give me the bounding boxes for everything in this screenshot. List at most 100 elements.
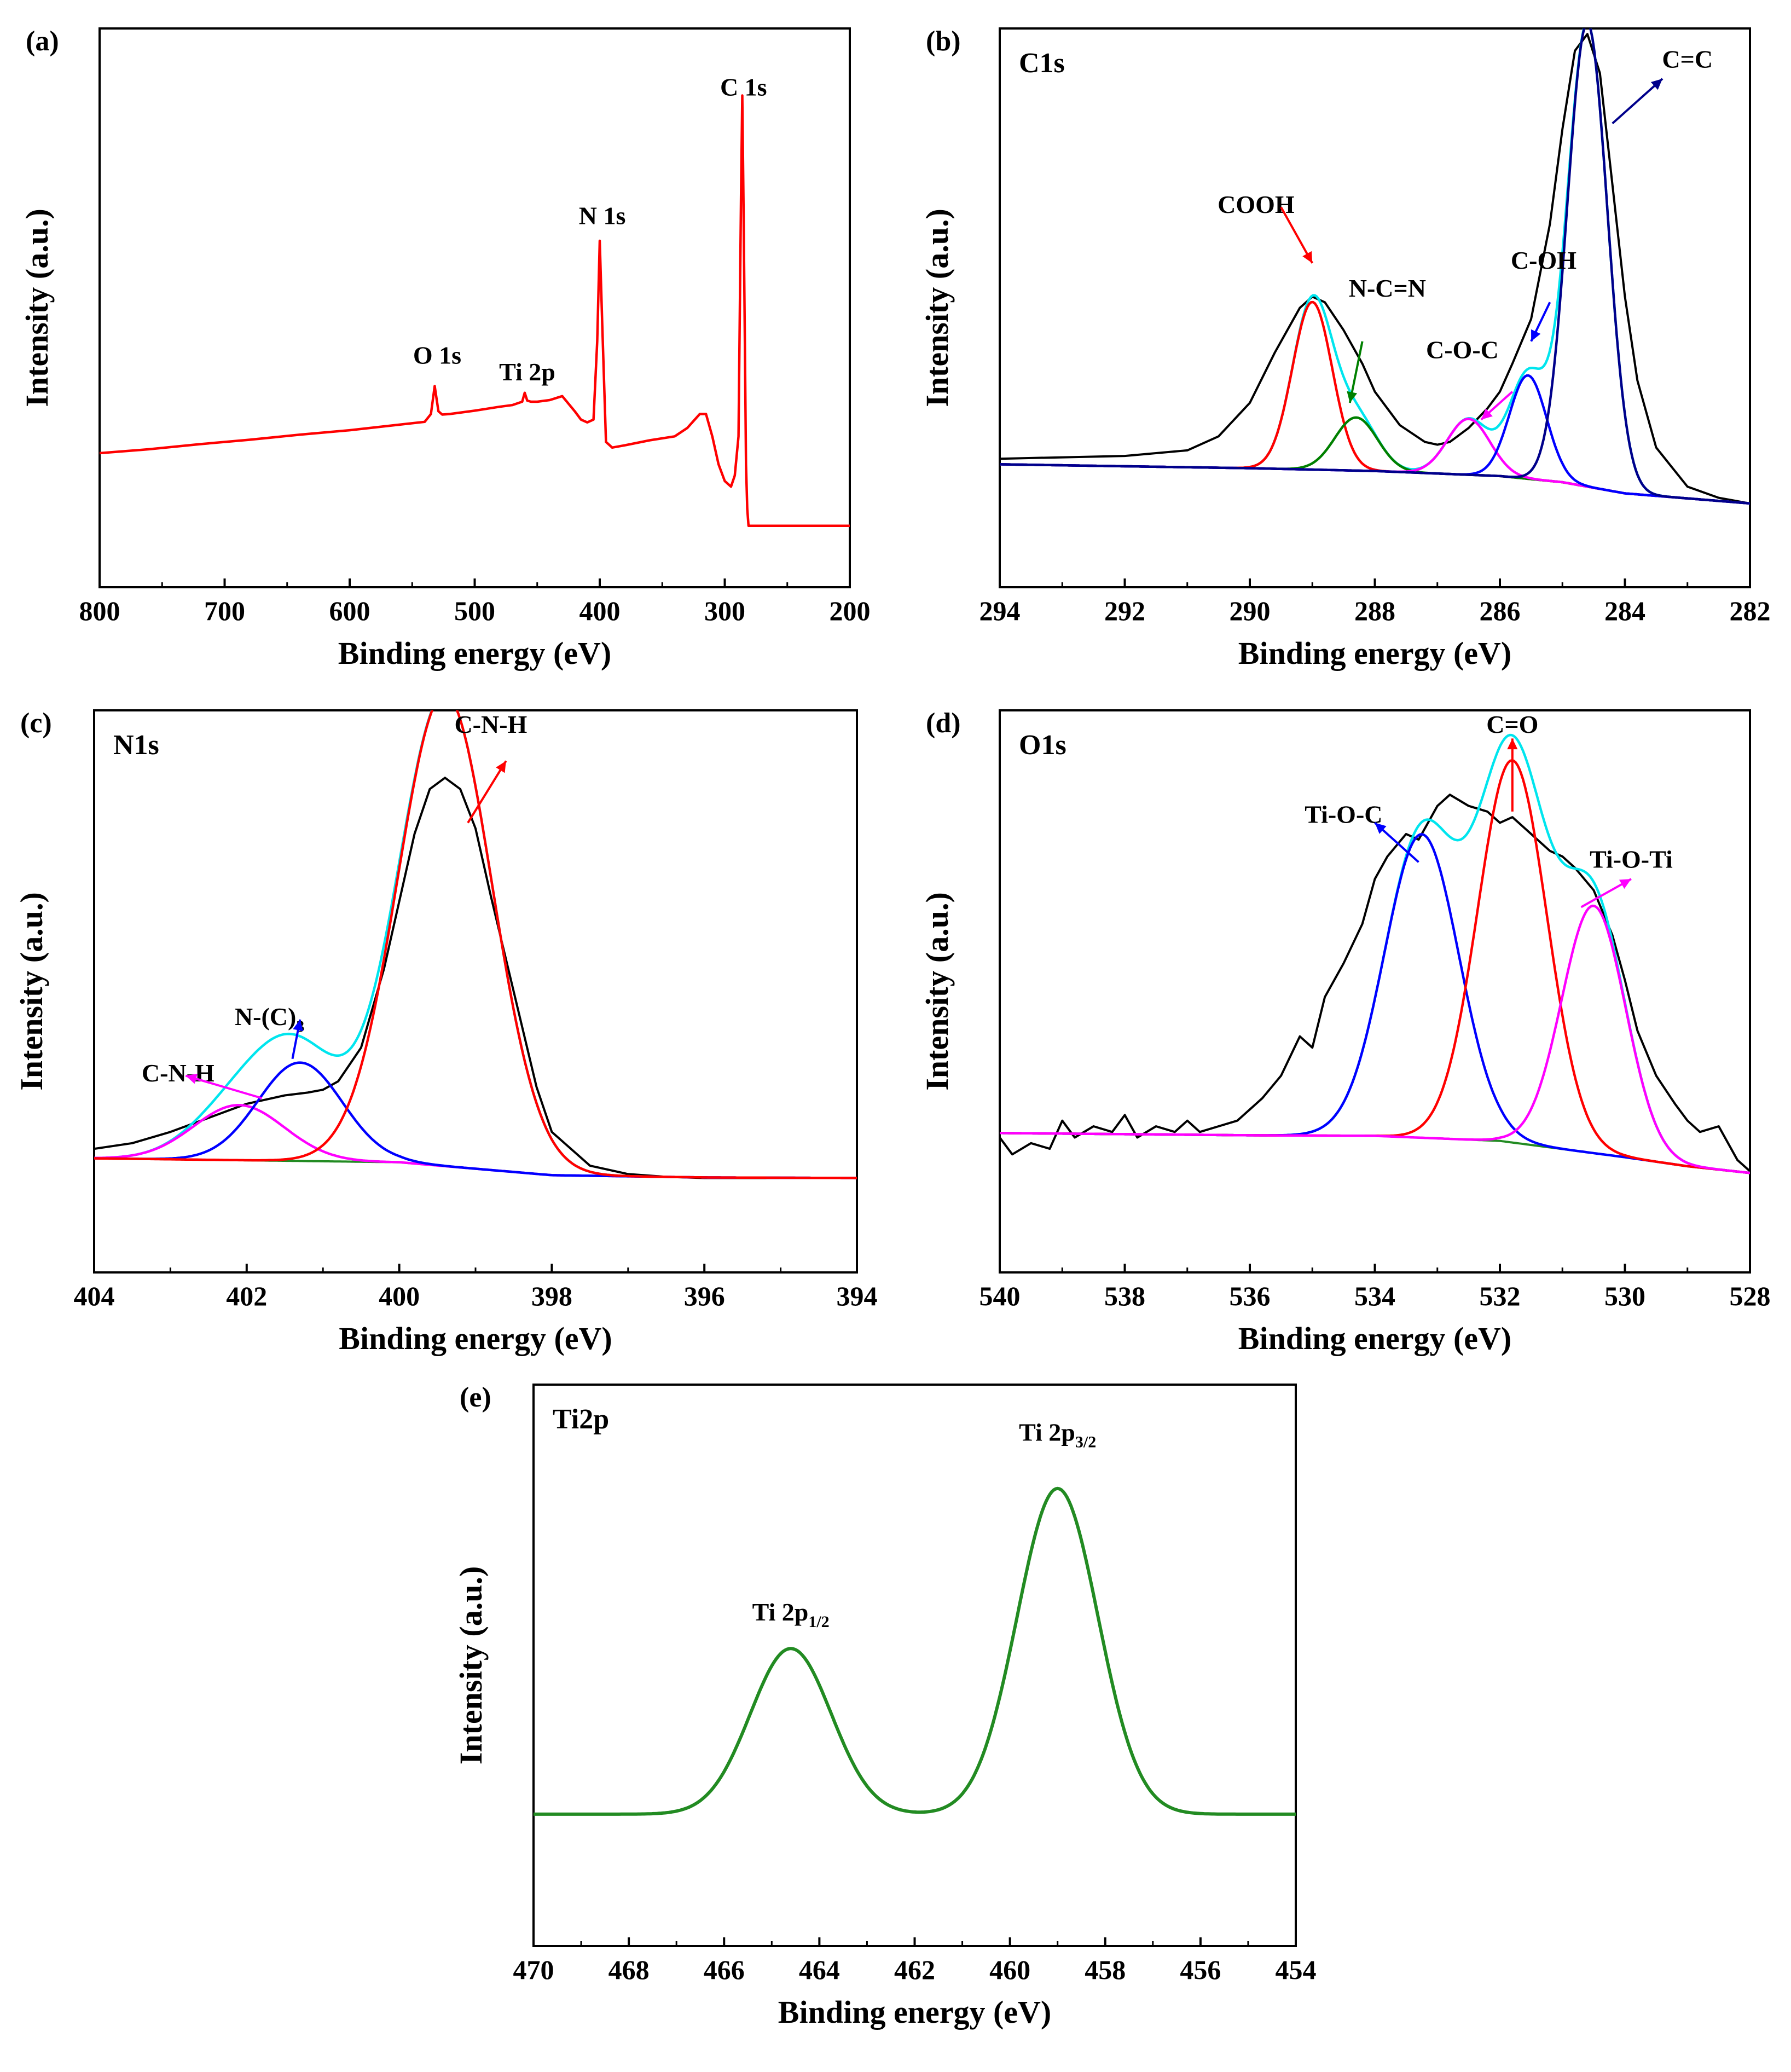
curves [534, 1486, 1296, 1816]
x-tick-label: 292 [1104, 595, 1145, 626]
x-tick-label: 458 [1085, 1954, 1126, 1985]
annotation-arrowhead [1375, 823, 1387, 834]
curves [1000, 28, 1750, 505]
curves [1000, 733, 1750, 1174]
peak-label: C 1s [720, 73, 767, 101]
x-tick-label: 534 [1354, 1281, 1395, 1311]
x-tick-label: 540 [979, 1281, 1021, 1311]
x-tick-label: 700 [204, 595, 245, 626]
peak-label: C-N-H [454, 710, 527, 738]
chart-panel-d: 540 538 536 534 532 530 528 Binding energy (eV)… [919, 708, 1771, 1356]
annotation-arrow [467, 760, 507, 824]
component-c-n-h [94, 710, 857, 1179]
annotation-arrowhead [1302, 251, 1313, 263]
peak-label: O 1s [413, 342, 461, 369]
x-axis-label: Binding energy (eV) [1238, 635, 1511, 671]
component-ti-o-ti [1000, 904, 1750, 1174]
y-axis-label: Intensity (a.u.) [14, 892, 49, 1091]
peak-label: C=O [1486, 710, 1538, 738]
x-tick-label: 398 [531, 1281, 572, 1311]
annotation-arrowhead [1507, 738, 1518, 750]
peak-label: C-OH [1511, 246, 1576, 274]
x-tick-label: 466 [704, 1954, 745, 1985]
x-tick-label: 538 [1104, 1281, 1145, 1311]
x-tick-label: 300 [704, 595, 745, 626]
x-tick-label: 400 [379, 1281, 420, 1311]
panel-label: (b) [926, 26, 961, 57]
x-axis-label: Binding energy (eV) [339, 1321, 612, 1356]
x-axis-label: Binding energy (eV) [338, 635, 611, 671]
fit-envelope-line [94, 710, 857, 1179]
panel-label: (a) [26, 26, 59, 57]
x-tick-label: 394 [837, 1281, 878, 1311]
annotation-arrow [1612, 78, 1664, 125]
annotation-arrowhead [293, 1019, 304, 1032]
x-tick-label: 404 [74, 1281, 115, 1311]
x-tick-label: 530 [1604, 1281, 1645, 1311]
x-tick-label: 464 [799, 1954, 840, 1985]
panel-title: Ti2p [553, 1404, 609, 1435]
x-tick-label: 800 [79, 595, 120, 626]
x-tick-label: 294 [979, 595, 1021, 626]
x-tick-label: 500 [454, 595, 495, 626]
annotation-arrowhead [1531, 329, 1541, 342]
annotation-arrowhead [1650, 78, 1663, 90]
measured-line [1000, 33, 1750, 505]
x-tick-label: 288 [1354, 595, 1395, 626]
annotation-arrow [185, 1074, 263, 1099]
x-tick-label: 400 [579, 595, 621, 626]
plot-frame [999, 27, 1751, 588]
annotation-arrowhead [186, 1073, 198, 1084]
chart-panel-c: 404 402 400 398 396 394 Binding energy (eV) Int… [14, 708, 878, 1356]
x-tick-label: 396 [684, 1281, 725, 1311]
panel-label: (c) [20, 708, 52, 739]
plot-frame [532, 1384, 1297, 1947]
x-tick-label: 528 [1730, 1281, 1771, 1311]
component-c-n-h [94, 1104, 857, 1179]
chart-panel-e: 470 468 466 464 462 460 458 456 454 Binding energ… [453, 1382, 1317, 2030]
x-tick-label: 286 [1480, 595, 1521, 626]
annotation-arrowhead [1619, 879, 1631, 889]
curves [94, 710, 857, 1179]
x-tick-label: 600 [329, 595, 370, 626]
peak-label: Ti 2p [499, 358, 555, 386]
y-axis-label: Intensity (a.u.) [919, 892, 955, 1091]
chart-panel-a: 800 700 600 500 400 300 200 Binding energy (eV)… [19, 26, 871, 671]
panel-title: C1s [1019, 48, 1065, 79]
peak-label: Ti-O-C [1305, 800, 1382, 828]
peak-label: N 1s [579, 201, 626, 229]
component-c-oh [1000, 374, 1750, 505]
annotation-arrowhead [1481, 408, 1493, 420]
peak-label: Ti 2p3/2 [1019, 1419, 1096, 1451]
peak-label: Ti 2p1/2 [752, 1598, 830, 1631]
panel-title: N1s [113, 730, 159, 761]
fit-envelope-line [1000, 28, 1750, 505]
peak-label: C-N-H [142, 1059, 215, 1087]
component-n-c-n [1000, 416, 1750, 505]
peak-label: C=C [1662, 45, 1713, 73]
x-axis-label: Binding energy (eV) [778, 1994, 1051, 2030]
plot-frame [999, 709, 1751, 1274]
y-axis-label: Intensity (a.u.) [19, 209, 55, 407]
annotation-arrowhead [496, 761, 506, 773]
x-tick-label: 454 [1276, 1954, 1317, 1985]
x-tick-label: 536 [1230, 1281, 1271, 1311]
x-tick-label: 462 [894, 1954, 935, 1985]
peak-label: N-(C)3 [235, 1003, 304, 1035]
x-tick-label: 470 [513, 1954, 554, 1985]
panel-label: (e) [460, 1382, 491, 1413]
component-c-c [1000, 28, 1750, 505]
measured-line [94, 777, 857, 1179]
peak-label: N-C=N [1349, 274, 1426, 302]
x-axis-label: Binding energy (eV) [1238, 1321, 1511, 1356]
series-line-survey [100, 94, 850, 527]
x-tick-label: 290 [1230, 595, 1271, 626]
baseline-line [1000, 1132, 1750, 1174]
x-tick-label: 284 [1604, 595, 1645, 626]
plot-frame [93, 709, 858, 1274]
x-tick-label: 402 [226, 1281, 267, 1311]
peak-label: C-O-C [1426, 335, 1499, 363]
x-tick-label: 460 [989, 1954, 1030, 1985]
chart-panel-b: 294 292 290 288 286 284 282 Binding energy (eV)… [919, 26, 1771, 671]
